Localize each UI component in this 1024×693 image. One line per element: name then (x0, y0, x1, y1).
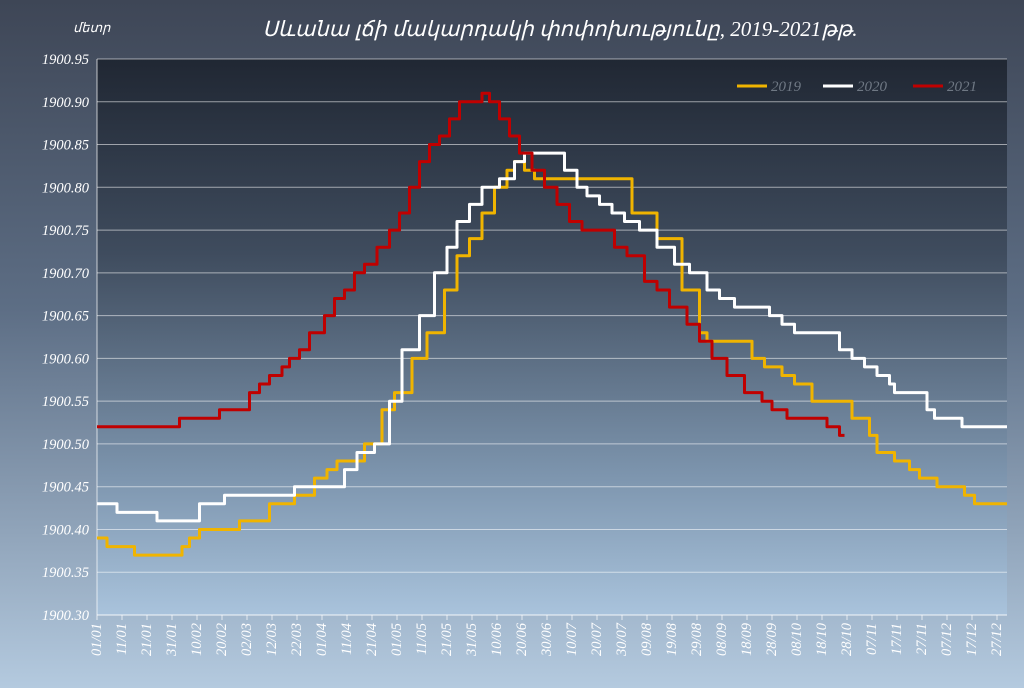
x-tick-label: 12/03 (264, 623, 280, 656)
x-tick-label: 17/11 (889, 623, 905, 655)
x-tick-label: 30/06 (539, 622, 555, 657)
x-tick-label: 11/04 (339, 623, 355, 655)
series-lines (97, 91, 1007, 557)
x-tick-label: 11/01 (114, 623, 130, 655)
y-tick-label: 1900.35 (42, 565, 89, 581)
y-tick-label: 1900.80 (42, 180, 90, 196)
legend: 2019 2020 2021 (737, 79, 977, 95)
y-tick-label: 1900.70 (42, 266, 90, 282)
x-tick-label: 18/10 (814, 622, 830, 656)
y-tick-label: 1900.30 (42, 608, 90, 624)
x-tick-label: 21/01 (139, 623, 155, 656)
x-tick-label: 01/05 (389, 623, 405, 656)
x-tick-label: 21/05 (439, 623, 455, 656)
x-tick-label: 02/03 (239, 623, 255, 656)
x-tick-label: 10/06 (489, 622, 505, 656)
x-tick-label: 20/07 (589, 622, 605, 656)
legend-label-2019: 2019 (771, 79, 802, 95)
x-tick-label: 17/12 (964, 623, 980, 656)
series-line-2021 (97, 91, 845, 437)
x-tick-label: 28/10 (839, 622, 855, 656)
y-tick-label: 1900.95 (42, 52, 89, 68)
x-tick-label: 31/01 (164, 623, 180, 657)
x-tick-label: 31/05 (464, 623, 480, 657)
x-tick-label: 01/01 (89, 623, 105, 656)
x-tick-label: 09/08 (639, 622, 655, 656)
y-tick-label: 1900.90 (42, 95, 90, 111)
legend-label-2020: 2020 (857, 79, 888, 95)
chart-title: Սևանա լճի մակարդակի փոփոխությունը, 2019-… (263, 17, 858, 41)
x-tick-label: 20/06 (514, 622, 530, 656)
x-tick-label: 07/12 (939, 623, 955, 656)
x-tick-label: 07/11 (864, 623, 880, 655)
x-tick-label: 11/05 (414, 623, 430, 655)
series-line-2019 (97, 160, 1007, 557)
x-tick-label: 28/09 (764, 622, 780, 656)
y-tick-label: 1900.55 (42, 394, 89, 410)
x-tick-label: 19/08 (664, 622, 680, 656)
x-tick-label: 08/09 (714, 622, 730, 656)
x-tick-label: 08/10 (789, 622, 805, 656)
y-axis-tick-labels: 1900.95 1900.90 1900.85 1900.80 1900.75 1900.… (42, 52, 90, 624)
plot-area (97, 59, 1007, 615)
x-tick-label: 29/08 (689, 622, 705, 656)
x-tick-label: 30/07 (614, 622, 630, 657)
legend-label-2021: 2021 (947, 79, 977, 95)
y-tick-label: 1900.45 (42, 480, 89, 496)
x-tick-label: 10/07 (564, 622, 580, 656)
y-tick-label: 1900.65 (42, 309, 89, 325)
x-tick-label: 20/02 (214, 623, 230, 656)
x-tick-label: 27/11 (914, 623, 930, 655)
x-tick-label: 27/12 (989, 623, 1005, 656)
x-tick-label: 22/03 (289, 623, 305, 656)
y-tick-label: 1900.85 (42, 138, 89, 154)
x-tick-label: 18/09 (739, 622, 755, 656)
y-tick-label: 1900.40 (42, 522, 90, 538)
x-tick-label: 10/02 (189, 623, 205, 656)
series-line-2020 (97, 151, 1007, 523)
x-axis-tick-labels: 01/01 11/01 21/01 31/01 10/02 20/02 02/03 12/03… (89, 615, 1005, 657)
x-tick-label: 21/04 (364, 623, 380, 656)
x-tick-label: 01/04 (314, 623, 330, 656)
y-tick-label: 1900.50 (42, 437, 90, 453)
y-axis-unit-label: մետր (73, 20, 111, 35)
y-tick-label: 1900.60 (42, 351, 90, 367)
y-tick-label: 1900.75 (42, 223, 89, 239)
